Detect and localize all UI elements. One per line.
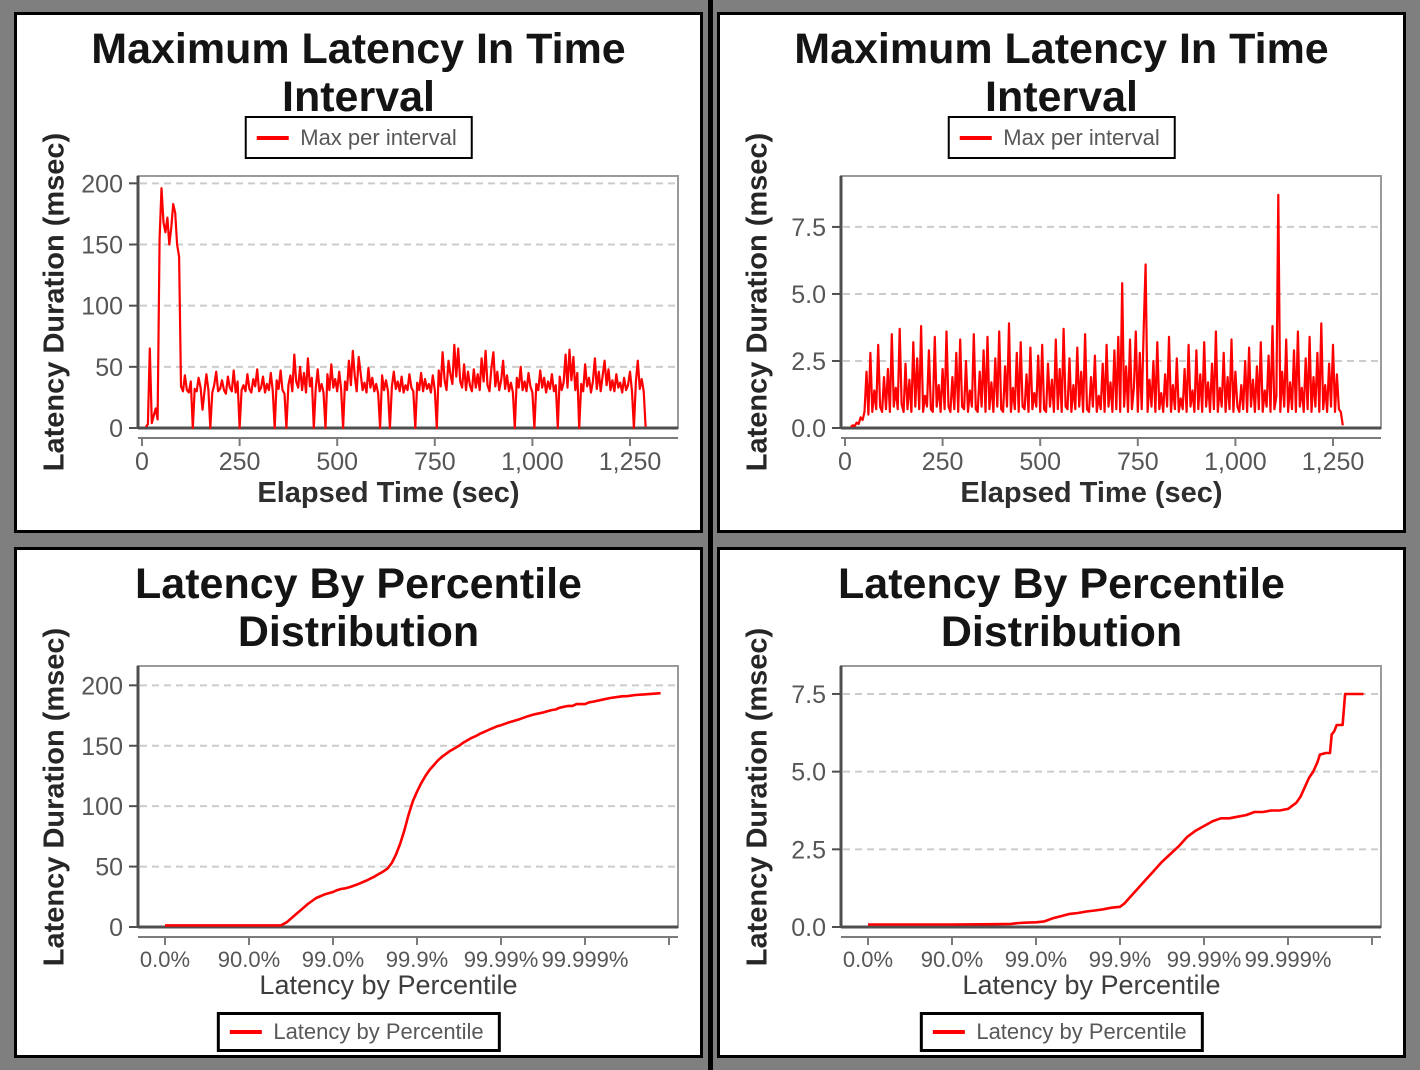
legend-line-swatch: [229, 1030, 262, 1034]
x-tick-label: 99.99%: [1167, 947, 1242, 972]
x-tick-label: 0: [135, 448, 149, 476]
x-tick-label: 500: [1019, 448, 1061, 476]
y-tick-label: 200: [81, 170, 123, 198]
x-axis-label: Elapsed Time (sec): [257, 477, 520, 509]
y-tick-label: 200: [81, 672, 123, 700]
x-tick-label: 99.999%: [542, 947, 629, 972]
series-line: [850, 193, 1344, 428]
x-tick-label: 1,250: [1302, 448, 1365, 476]
legend-label: Max per interval: [1003, 124, 1160, 150]
series-line: [145, 187, 647, 430]
x-tick-label: 0.0%: [843, 947, 893, 972]
x-axis-label: Elapsed Time (sec): [960, 477, 1223, 509]
y-tick-label: 7.5: [791, 214, 826, 242]
x-tick-label: 1,000: [501, 448, 564, 476]
x-tick-label: 99.0%: [302, 947, 364, 972]
chart-title: Maximum Latency In Time Interval: [720, 25, 1403, 121]
x-axis-label: Latency by Percentile: [962, 970, 1221, 1000]
y-tick-label: 7.5: [791, 681, 826, 709]
y-axis-label: Latency Duration (msec): [741, 132, 774, 472]
plot-area: 0.0 2.5 5.0 7.5 0 250 500 750 1,000 1,250: [791, 175, 1382, 476]
y-tick-label: 100: [81, 293, 123, 321]
x-tick-label: 0: [838, 448, 852, 476]
plot-area: 0 50 100 150 200 0.0% 90.0% 99.0% 99.9% 99.99% 99.…: [81, 665, 679, 972]
window-divider: [708, 0, 713, 1070]
legend-label: Latency by Percentile: [273, 1019, 484, 1044]
plot-area: 0.0 2.5 5.0 7.5 0.0% 90.0% 99.0% 99.9% 99.99% 99.…: [791, 665, 1382, 972]
chart-title-line2: Interval: [282, 73, 435, 121]
chart-title: Latency By Percentile Distribution: [720, 560, 1403, 656]
legend-max-per-interval: Max per interval: [244, 116, 473, 159]
panel-percentile-msec-7: Latency By Percentile Distribution 0.0 2.…: [717, 547, 1406, 1058]
x-tick-label: 99.99%: [464, 947, 539, 972]
x-tick-label: 99.9%: [386, 947, 448, 972]
chart-title-line1: Maximum Latency In Time: [794, 25, 1329, 73]
y-axis-label: Latency Duration (msec): [741, 627, 774, 967]
y-tick-label: 150: [81, 733, 123, 761]
series-line: [165, 691, 661, 927]
x-tick-label: 1,000: [1204, 448, 1267, 476]
chart-title: Maximum Latency In Time Interval: [17, 25, 700, 121]
x-axis-label: Latency by Percentile: [259, 970, 518, 1000]
x-tick-label: 99.9%: [1089, 947, 1151, 972]
chart-title-line2: Distribution: [940, 608, 1183, 656]
panel-percentile-msec-200: Latency By Percentile Distribution 0 50 10…: [14, 547, 703, 1058]
chart-title-line1: Latency By Percentile: [838, 560, 1285, 608]
y-tick-label: 0: [109, 415, 123, 443]
y-tick-label: 0.0: [791, 415, 826, 443]
legend-line-swatch: [959, 135, 992, 140]
legend-latency-by-percentile: Latency by Percentile: [216, 1012, 501, 1052]
y-tick-label: 2.5: [791, 348, 826, 376]
plot-border: [137, 665, 679, 928]
y-tick-label: 50: [95, 354, 123, 382]
panel-max-latency-msec-7: Maximum Latency In Time Interval Max per…: [717, 12, 1406, 533]
y-tick-label: 5.0: [791, 759, 826, 787]
y-tick-label: 100: [81, 793, 123, 821]
y-axis-label: Latency Duration (msec): [38, 132, 71, 472]
x-tick-label: 99.0%: [1005, 947, 1067, 972]
panel-max-latency-msec-200: Maximum Latency In Time Interval Max per…: [14, 12, 703, 533]
x-tick-label: 1,250: [599, 448, 662, 476]
x-tick-label: 90.0%: [921, 947, 983, 972]
legend-latency-by-percentile: Latency by Percentile: [919, 1012, 1204, 1052]
legend-max-per-interval: Max per interval: [947, 116, 1176, 159]
chart-title-line1: Latency By Percentile: [135, 560, 582, 608]
y-tick-label: 0: [109, 914, 123, 942]
chart-title-line2: Distribution: [237, 608, 480, 656]
chart-title-line2: Interval: [985, 73, 1138, 121]
plot-area: 0 50 100 150 200 0 250 500 750 1,000 1,250: [81, 170, 679, 476]
x-tick-label: 750: [414, 448, 456, 476]
chart-title: Latency By Percentile Distribution: [17, 560, 700, 656]
x-tick-label: 250: [219, 448, 261, 476]
y-tick-label: 5.0: [791, 281, 826, 309]
y-tick-label: 50: [95, 854, 123, 882]
x-tick-label: 99.999%: [1245, 947, 1332, 972]
y-axis-label: Latency Duration (msec): [38, 627, 71, 967]
x-tick-label: 0.0%: [140, 947, 190, 972]
y-tick-label: 150: [81, 232, 123, 260]
y-tick-label: 2.5: [791, 836, 826, 864]
legend-label: Max per interval: [300, 124, 457, 150]
chart-title-line1: Maximum Latency In Time: [91, 25, 626, 73]
series-line: [868, 692, 1364, 926]
x-tick-label: 250: [922, 448, 964, 476]
x-tick-label: 750: [1117, 448, 1159, 476]
legend-line-swatch: [932, 1030, 965, 1034]
x-tick-label: 500: [316, 448, 358, 476]
charts-grid: Maximum Latency In Time Interval Max per…: [14, 12, 1406, 1058]
x-tick-label: 90.0%: [218, 947, 280, 972]
y-tick-label: 0.0: [791, 914, 826, 942]
legend-line-swatch: [256, 135, 289, 140]
legend-label: Latency by Percentile: [976, 1019, 1187, 1044]
